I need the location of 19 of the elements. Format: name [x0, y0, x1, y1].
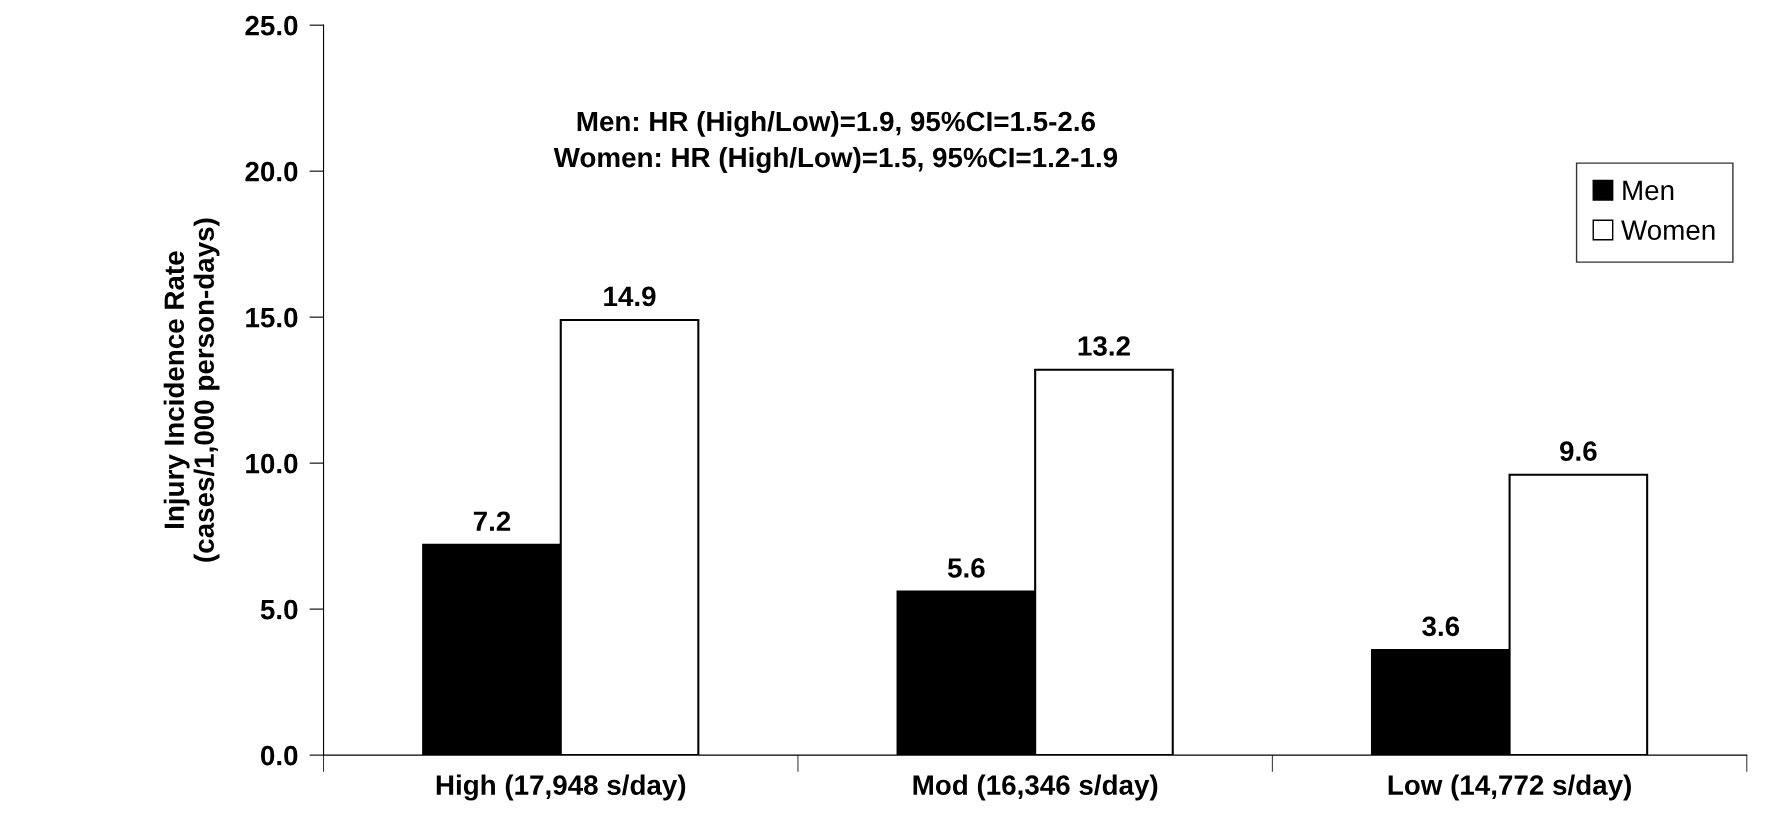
x-tick-label: Low (14,772 s/day)	[1388, 774, 1631, 801]
x-tick-label: High (17,948 s/day)	[436, 774, 686, 801]
legend-label: Men	[1623, 180, 1674, 201]
y-tick-label: 15.0	[246, 307, 298, 328]
data-label: 9.6	[1560, 441, 1597, 461]
data-label: 5.6	[947, 558, 985, 578]
data-label: 13.2	[1078, 336, 1130, 356]
annotation: Men: HR (High/Low)=1.9, 95%CI=1.5-2.6 Women: HR (High/Low)=1.5, 95%CI=1.2-1.9	[553, 110, 1118, 174]
legend-label: Women	[1621, 220, 1715, 240]
y-tick-label: 0.0	[261, 745, 298, 766]
x-tick-label: Mod (16,346 s/day)	[913, 774, 1158, 801]
data-label: 14.9	[604, 286, 656, 307]
y-tick-label: 25.0	[245, 15, 298, 36]
data-label: 3.6	[1422, 616, 1460, 637]
y-tick-label: 20.0	[245, 161, 298, 182]
y-tick-label: 10.0	[246, 453, 298, 474]
y-tick-label: 5.0	[260, 599, 298, 620]
data-label: 7.2	[473, 511, 511, 531]
y-axis-title: Injury Incidence Rate (cases/1,000 person-days)	[163, 218, 220, 562]
